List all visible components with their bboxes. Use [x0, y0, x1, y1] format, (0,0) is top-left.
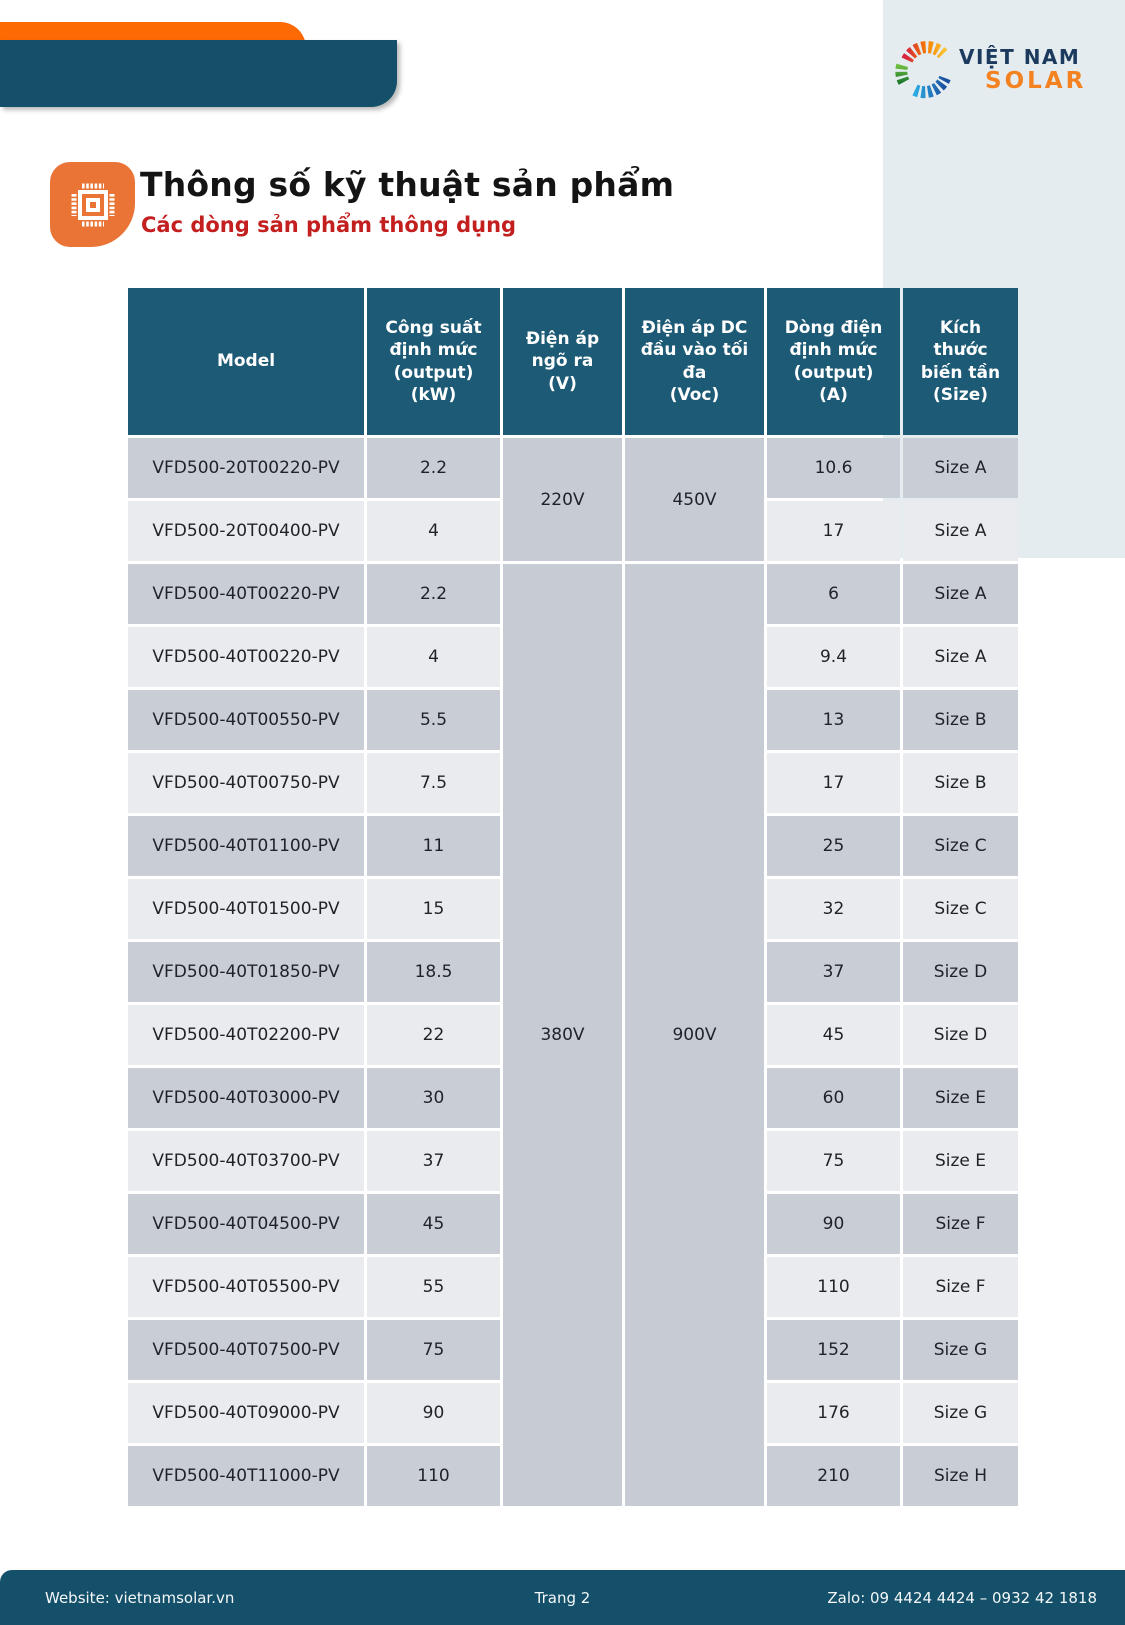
model-cell: VFD500-40T00550-PV: [128, 690, 364, 750]
footer-page-number: Trang 2: [534, 1588, 591, 1607]
power-cell: 55: [367, 1257, 500, 1317]
output-voltage-cell: 220V: [503, 438, 622, 561]
current-cell: 176: [767, 1383, 900, 1443]
size-cell: Size A: [903, 438, 1018, 498]
solar-swirl-logo-icon: [895, 41, 951, 99]
table-header-cell: Dòng điện định mức (output) (A): [767, 288, 900, 435]
model-cell: VFD500-40T05500-PV: [128, 1257, 364, 1317]
table-header-cell: Điện áp DC đầu vào tối đa (Voc): [625, 288, 764, 435]
power-cell: 75: [367, 1320, 500, 1380]
model-cell: VFD500-40T02200-PV: [128, 1005, 364, 1065]
current-cell: 6: [767, 564, 900, 624]
size-cell: Size A: [903, 501, 1018, 561]
banner-teal-shape: [0, 40, 397, 107]
current-cell: 110: [767, 1257, 900, 1317]
table-header-cell: Model: [128, 288, 364, 435]
current-cell: 9.4: [767, 627, 900, 687]
section-icon-badge: [50, 162, 135, 247]
power-cell: 2.2: [367, 564, 500, 624]
power-cell: 4: [367, 501, 500, 561]
size-cell: Size A: [903, 627, 1018, 687]
current-cell: 60: [767, 1068, 900, 1128]
current-cell: 17: [767, 501, 900, 561]
logo-text-solar: SOLAR: [985, 67, 1087, 94]
power-cell: 22: [367, 1005, 500, 1065]
size-cell: Size G: [903, 1383, 1018, 1443]
footer-bar: Website: vietnamsolar.vn Trang 2 Zalo: 0…: [0, 1570, 1125, 1625]
size-cell: Size F: [903, 1194, 1018, 1254]
model-cell: VFD500-40T04500-PV: [128, 1194, 364, 1254]
size-cell: Size D: [903, 1005, 1018, 1065]
power-cell: 2.2: [367, 438, 500, 498]
size-cell: Size C: [903, 879, 1018, 939]
current-cell: 10.6: [767, 438, 900, 498]
spec-table: Model Công suất định mức (output) (kW) Điệ…: [128, 288, 1018, 1506]
power-cell: 5.5: [367, 690, 500, 750]
power-cell: 37: [367, 1131, 500, 1191]
page-subtitle: Các dòng sản phẩm thông dụng: [141, 213, 517, 237]
model-cell: VFD500-40T01500-PV: [128, 879, 364, 939]
model-cell: VFD500-40T11000-PV: [128, 1446, 364, 1506]
power-cell: 7.5: [367, 753, 500, 813]
logo-text-vietnam: VIỆT NAM: [959, 44, 1081, 69]
power-cell: 18.5: [367, 942, 500, 1002]
footer-website: Website: vietnamsolar.vn: [45, 1588, 235, 1607]
size-cell: Size A: [903, 564, 1018, 624]
power-cell: 30: [367, 1068, 500, 1128]
model-cell: VFD500-40T07500-PV: [128, 1320, 364, 1380]
current-cell: 152: [767, 1320, 900, 1380]
current-cell: 32: [767, 879, 900, 939]
output-voltage-cell: 380V: [503, 564, 622, 1506]
model-cell: VFD500-40T01850-PV: [128, 942, 364, 1002]
page-title: Thông số kỹ thuật sản phẩm: [140, 165, 675, 204]
current-cell: 75: [767, 1131, 900, 1191]
current-cell: 210: [767, 1446, 900, 1506]
size-cell: Size H: [903, 1446, 1018, 1506]
current-cell: 90: [767, 1194, 900, 1254]
table-header-cell: Kích thước biến tần (Size): [903, 288, 1018, 435]
model-cell: VFD500-40T01100-PV: [128, 816, 364, 876]
table-header-cell: Điện áp ngõ ra (V): [503, 288, 622, 435]
size-cell: Size C: [903, 816, 1018, 876]
model-cell: VFD500-40T03000-PV: [128, 1068, 364, 1128]
power-cell: 11: [367, 816, 500, 876]
power-cell: 90: [367, 1383, 500, 1443]
size-cell: Size B: [903, 690, 1018, 750]
current-cell: 13: [767, 690, 900, 750]
current-cell: 45: [767, 1005, 900, 1065]
model-cell: VFD500-40T09000-PV: [128, 1383, 364, 1443]
size-cell: Size F: [903, 1257, 1018, 1317]
size-cell: Size E: [903, 1131, 1018, 1191]
power-cell: 45: [367, 1194, 500, 1254]
model-cell: VFD500-40T03700-PV: [128, 1131, 364, 1191]
model-cell: VFD500-40T00750-PV: [128, 753, 364, 813]
power-cell: 4: [367, 627, 500, 687]
dc-voltage-cell: 900V: [625, 564, 764, 1506]
model-cell: VFD500-40T00220-PV: [128, 564, 364, 624]
model-cell: VFD500-20T00220-PV: [128, 438, 364, 498]
company-logo: VIỆT NAM SOLAR: [893, 34, 1093, 106]
size-cell: Size E: [903, 1068, 1018, 1128]
model-cell: VFD500-20T00400-PV: [128, 501, 364, 561]
footer-zalo: Zalo: 09 4424 4424 – 0932 42 1818: [827, 1588, 1097, 1607]
current-cell: 17: [767, 753, 900, 813]
table-header-cell: Công suất định mức (output) (kW): [367, 288, 500, 435]
power-cell: 15: [367, 879, 500, 939]
current-cell: 25: [767, 816, 900, 876]
size-cell: Size G: [903, 1320, 1018, 1380]
current-cell: 37: [767, 942, 900, 1002]
dc-voltage-cell: 450V: [625, 438, 764, 561]
size-cell: Size D: [903, 942, 1018, 1002]
cpu-icon: [71, 183, 114, 226]
model-cell: VFD500-40T00220-PV: [128, 627, 364, 687]
size-cell: Size B: [903, 753, 1018, 813]
power-cell: 110: [367, 1446, 500, 1506]
